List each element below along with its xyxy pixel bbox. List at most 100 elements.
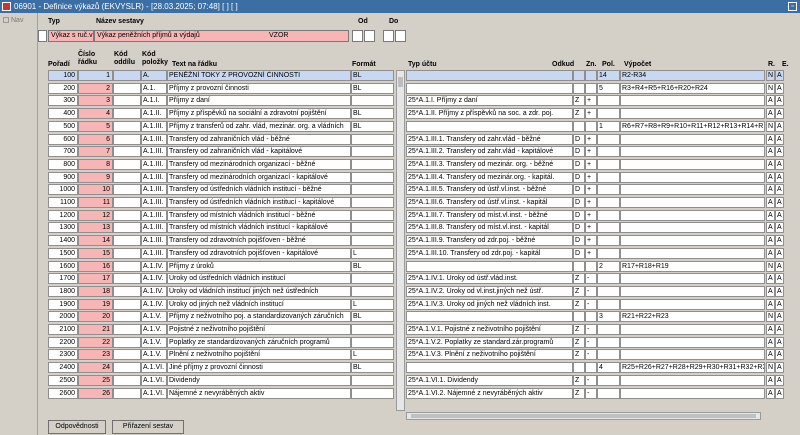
cell-cislo-radku[interactable]: 16 [78, 260, 113, 272]
cell-zn[interactable] [585, 120, 597, 132]
cell-kod-oddilu[interactable] [113, 298, 141, 310]
cell-text[interactable]: Transfery od zdravotních pojišťoven - ka… [167, 247, 351, 259]
cell-r[interactable]: A [766, 171, 775, 183]
cell-typ-uctu[interactable] [406, 260, 573, 272]
cell-e[interactable]: A [775, 374, 784, 386]
cell-typ-uctu[interactable]: 25*A.1.III.4. Transfery od mezinár.org. … [406, 171, 573, 183]
cell-odkud[interactable]: D [573, 209, 585, 221]
cell-text[interactable]: Transfery od zahraničních vlád - kapitál… [167, 146, 351, 158]
cell-vypocet[interactable] [620, 387, 765, 399]
cell-kod-polozky[interactable]: A.1.III. [141, 146, 167, 158]
cell-e[interactable]: A [775, 95, 784, 107]
cell-text[interactable]: PENĚŽNÍ TOKY Z PROVOZNÍ ČINNOSTI [167, 70, 351, 81]
cell-kod-oddilu[interactable] [113, 349, 141, 361]
cell-kod-oddilu[interactable] [113, 70, 141, 81]
cell-cislo-radku[interactable]: 8 [78, 158, 113, 170]
cell-kod-oddilu[interactable] [113, 285, 141, 297]
cell-e[interactable]: A [775, 235, 784, 247]
cell-r[interactable]: A [766, 108, 775, 120]
cell-typ-uctu[interactable]: 25*A.1.II. Příjmy z příspěvků na soc. a … [406, 108, 573, 120]
cell-kod-oddilu[interactable] [113, 146, 141, 158]
cell-poradi[interactable]: 200 [48, 82, 78, 94]
cell-vypocet[interactable] [620, 374, 765, 386]
cell-typ-uctu[interactable]: 25*A.1.IV.1. Úroky od ústř.vlád.inst. [406, 273, 573, 285]
cell-vypocet[interactable] [620, 285, 765, 297]
table-row[interactable]: 1600 16 A.1.IV. Příjmy z úroků BL 2 R17+R18+R1… [48, 260, 784, 272]
cell-zn[interactable]: - [585, 387, 597, 399]
cell-odkud[interactable]: Z [573, 108, 585, 120]
cell-odkud[interactable]: Z [573, 336, 585, 348]
od-field-2[interactable] [364, 30, 375, 42]
cell-r[interactable]: N [766, 82, 775, 94]
cell-poradi[interactable]: 2600 [48, 387, 78, 399]
cell-poradi[interactable]: 2400 [48, 362, 78, 374]
cell-cislo-radku[interactable]: 2 [78, 82, 113, 94]
cell-e[interactable]: A [775, 222, 784, 234]
cell-pol[interactable] [597, 298, 620, 310]
cell-pol[interactable] [597, 171, 620, 183]
cell-typ-uctu[interactable]: 25*A.1.I. Příjmy z daní [406, 95, 573, 107]
cell-cislo-radku[interactable]: 5 [78, 120, 113, 132]
cell-zn[interactable]: + [585, 171, 597, 183]
cell-odkud[interactable]: Z [573, 374, 585, 386]
cell-pol[interactable] [597, 285, 620, 297]
cell-e[interactable]: A [775, 260, 784, 272]
cell-pol[interactable] [597, 209, 620, 221]
cell-vypocet[interactable]: R3+R4+R5+R16+R20+R24 [620, 82, 765, 94]
cell-zn[interactable]: + [585, 158, 597, 170]
cell-kod-oddilu[interactable] [113, 158, 141, 170]
cell-pol[interactable] [597, 324, 620, 335]
cell-text[interactable]: Pojistné z neživotního pojištění [167, 324, 351, 335]
cell-e[interactable]: A [775, 70, 784, 81]
cell-pol[interactable] [597, 146, 620, 158]
table-row[interactable]: 1200 12 A.1.III. Transfery od místních vlád… [48, 209, 784, 221]
cell-poradi[interactable]: 800 [48, 158, 78, 170]
cell-format[interactable] [351, 273, 394, 285]
cell-text[interactable]: Transfery od místních vládních institucí… [167, 222, 351, 234]
cell-pol[interactable]: 1 [597, 120, 620, 132]
cell-text[interactable]: Úroky od ústředních vládních institucí [167, 273, 351, 285]
cell-pol[interactable] [597, 349, 620, 361]
cell-format[interactable] [351, 158, 394, 170]
cell-r[interactable]: A [766, 184, 775, 196]
odpovednosti-button[interactable]: Odpovědnosti [48, 420, 106, 434]
cell-cislo-radku[interactable]: 21 [78, 324, 113, 335]
cell-vypocet[interactable] [620, 108, 765, 120]
cell-kod-polozky[interactable]: A.1.V. [141, 324, 167, 335]
cell-pol[interactable] [597, 222, 620, 234]
cell-e[interactable]: A [775, 273, 784, 285]
cell-format[interactable]: BL [351, 311, 394, 323]
table-row[interactable]: 100 1 A. PENĚŽNÍ TOKY Z PROVOZNÍ ČINNOSTI BL… [48, 70, 784, 81]
cell-vypocet[interactable] [620, 158, 765, 170]
cell-format[interactable] [351, 184, 394, 196]
cell-vypocet[interactable] [620, 197, 765, 208]
cell-typ-uctu[interactable]: 25*A.1.III.9. Transfery od zdr.poj. - bě… [406, 235, 573, 247]
cell-kod-oddilu[interactable] [113, 273, 141, 285]
table-row[interactable]: 1400 14 A.1.III. Transfery od zdravotních p… [48, 235, 784, 247]
cell-kod-polozky[interactable]: A.1.IV. [141, 260, 167, 272]
table-row[interactable]: 800 8 A.1.III. Transfery od mezinárodních o… [48, 158, 784, 170]
cell-odkud[interactable]: D [573, 222, 585, 234]
cell-odkud[interactable]: Z [573, 95, 585, 107]
cell-poradi[interactable]: 1700 [48, 273, 78, 285]
cell-e[interactable]: A [775, 82, 784, 94]
cell-cislo-radku[interactable]: 12 [78, 209, 113, 221]
cell-r[interactable]: A [766, 209, 775, 221]
cell-vypocet[interactable] [620, 184, 765, 196]
cell-zn[interactable] [585, 362, 597, 374]
cell-poradi[interactable]: 100 [48, 70, 78, 81]
cell-text[interactable]: Úroky od jiných než vládních institucí [167, 298, 351, 310]
cell-format[interactable] [351, 171, 394, 183]
cell-text[interactable]: Poplatky ze standardizovaných záručních … [167, 336, 351, 348]
cell-vypocet[interactable]: R17+R18+R19 [620, 260, 765, 272]
cell-odkud[interactable] [573, 120, 585, 132]
cell-cislo-radku[interactable]: 6 [78, 133, 113, 145]
cell-typ-uctu[interactable] [406, 120, 573, 132]
cell-text[interactable]: Transfery od mezinárodních organizací - … [167, 171, 351, 183]
cell-pol[interactable] [597, 374, 620, 386]
cell-poradi[interactable]: 1500 [48, 247, 78, 259]
cell-format[interactable]: L [351, 247, 394, 259]
cell-zn[interactable] [585, 260, 597, 272]
cell-odkud[interactable] [573, 70, 585, 81]
cell-kod-oddilu[interactable] [113, 171, 141, 183]
